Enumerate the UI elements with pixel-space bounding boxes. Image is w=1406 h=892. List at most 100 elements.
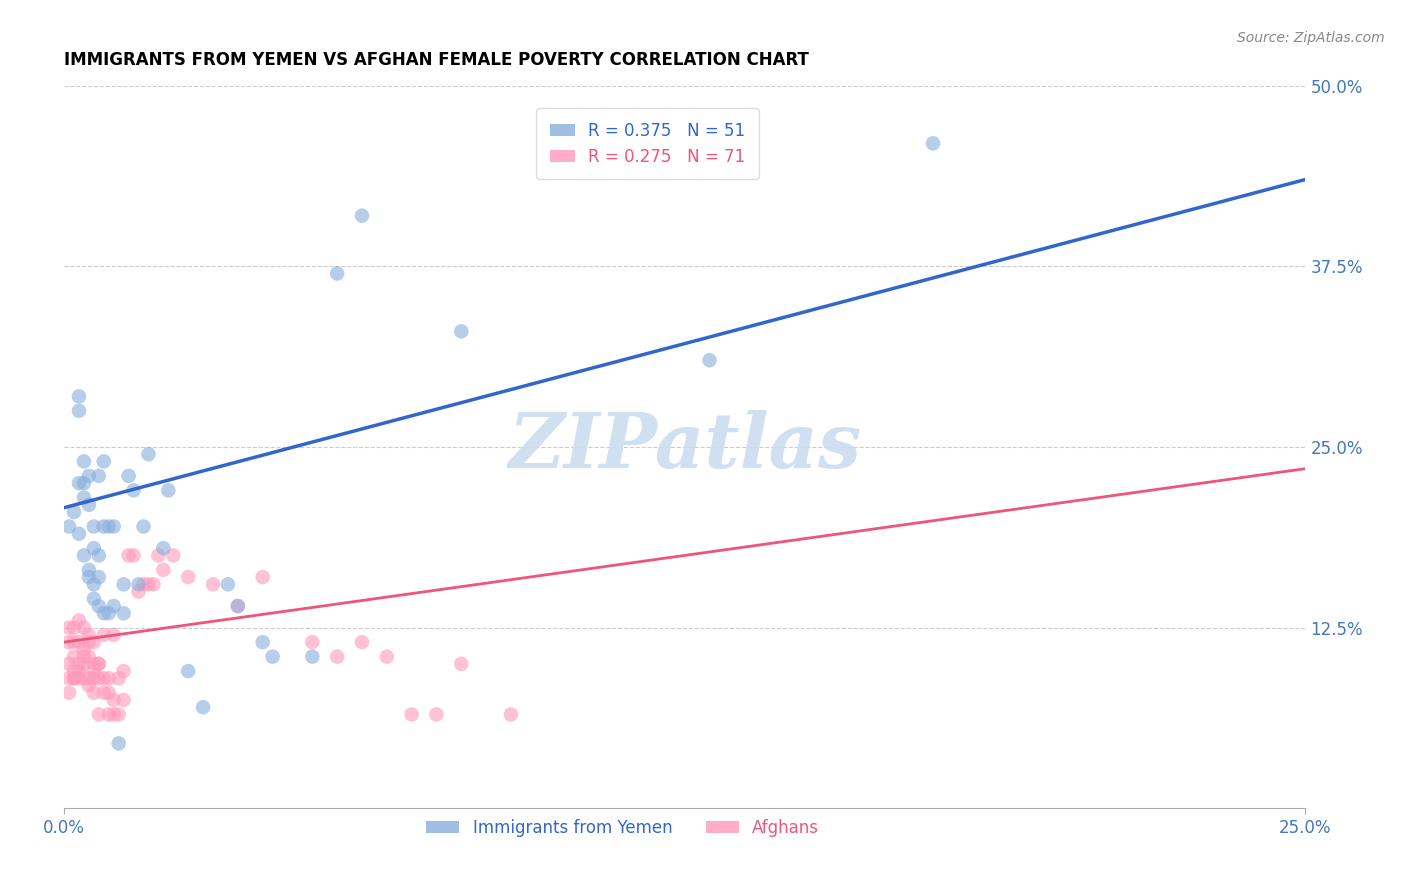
Point (73, 549, 96, 563)
Point (122, 483, 145, 498)
Point (58, 671, 80, 685)
Point (112, 577, 135, 591)
Point (73, 671, 96, 685)
Point (103, 519, 125, 533)
Point (87, 657, 110, 671)
Point (326, 649, 349, 664)
Point (77, 671, 100, 685)
Point (58, 686, 80, 700)
Point (252, 635, 274, 649)
Point (73, 491, 96, 505)
Point (162, 549, 184, 563)
Point (107, 671, 129, 685)
Point (202, 577, 225, 591)
Point (73, 621, 96, 635)
Point (138, 447, 160, 461)
Point (699, 353, 721, 368)
Point (83, 664, 105, 678)
Point (87, 671, 110, 685)
Point (97, 707, 120, 722)
Point (67, 664, 90, 678)
Point (117, 549, 139, 563)
Point (63, 671, 86, 685)
Point (77, 635, 100, 649)
Point (58, 635, 80, 649)
Point (97, 519, 120, 533)
Point (67, 526, 90, 541)
Point (77, 628, 100, 642)
Point (122, 549, 145, 563)
Point (103, 628, 125, 642)
Point (107, 736, 129, 750)
Point (83, 591, 105, 606)
Point (83, 635, 105, 649)
Point (83, 577, 105, 591)
Point (128, 584, 150, 599)
Point (87, 657, 110, 671)
Point (63, 505, 86, 519)
Point (103, 693, 125, 707)
Text: IMMIGRANTS FROM YEMEN VS AFGHAN FEMALE POVERTY CORRELATION CHART: IMMIGRANTS FROM YEMEN VS AFGHAN FEMALE P… (65, 51, 808, 69)
Point (97, 686, 120, 700)
Point (87, 469, 110, 483)
Point (425, 707, 447, 722)
Point (63, 664, 86, 678)
Point (142, 577, 165, 591)
Point (83, 657, 105, 671)
Point (77, 570, 100, 584)
Point (191, 700, 214, 714)
Point (350, 209, 373, 223)
Text: Source: ZipAtlas.com: Source: ZipAtlas.com (1237, 31, 1385, 45)
Point (83, 686, 105, 700)
Point (375, 649, 398, 664)
Point (103, 707, 125, 722)
Point (73, 476, 96, 491)
Point (401, 707, 423, 722)
Point (132, 519, 155, 533)
Point (350, 635, 373, 649)
Point (112, 693, 135, 707)
Point (93, 607, 115, 621)
Point (252, 570, 274, 584)
Point (103, 599, 125, 613)
Text: ZIPatlas: ZIPatlas (508, 410, 862, 484)
Point (63, 671, 86, 685)
Point (301, 649, 323, 664)
Point (73, 649, 96, 664)
Point (152, 563, 174, 577)
Point (97, 607, 120, 621)
Point (93, 628, 115, 642)
Point (177, 570, 200, 584)
Point (226, 599, 249, 613)
Point (93, 686, 115, 700)
Point (58, 621, 80, 635)
Point (77, 649, 100, 664)
Point (67, 404, 90, 418)
Point (63, 635, 86, 649)
Point (77, 679, 100, 693)
Point (67, 614, 90, 628)
Point (87, 599, 110, 613)
Point (450, 324, 472, 338)
Point (128, 577, 150, 591)
Point (152, 541, 174, 556)
Point (67, 671, 90, 685)
Point (58, 519, 80, 533)
Point (67, 635, 90, 649)
Point (83, 519, 105, 533)
Point (63, 621, 86, 635)
Point (73, 657, 96, 671)
Point (83, 671, 105, 685)
Point (138, 577, 160, 591)
Point (112, 664, 135, 678)
Point (157, 483, 180, 498)
Point (301, 635, 323, 649)
Point (58, 657, 80, 671)
Point (117, 469, 139, 483)
Point (132, 577, 155, 591)
Point (226, 599, 249, 613)
Point (83, 541, 105, 556)
Point (107, 707, 129, 722)
Legend: Immigrants from Yemen, Afghans: Immigrants from Yemen, Afghans (419, 812, 825, 844)
Point (67, 657, 90, 671)
